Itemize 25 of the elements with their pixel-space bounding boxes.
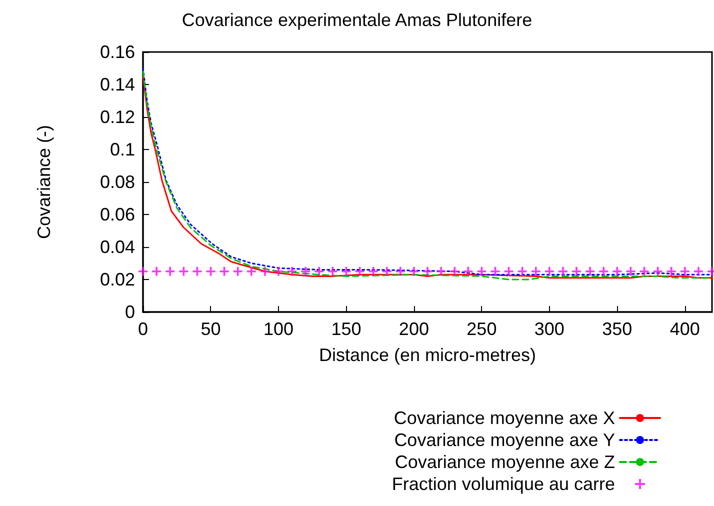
legend-label: Covariance moyenne axe X [394, 408, 615, 428]
y-tick-label: 0.1 [110, 140, 135, 160]
y-tick-label: 0.04 [100, 237, 135, 257]
x-tick-label: 50 [200, 319, 221, 339]
chart-title: Covariance experimentale Amas Plutonifere [182, 10, 532, 30]
y-tick-label: 0.14 [100, 74, 135, 94]
y-tick-label: 0.02 [100, 270, 135, 290]
y-tick-label: 0.12 [100, 107, 135, 127]
x-tick-label: 300 [534, 319, 564, 339]
y-tick-label: 0.16 [100, 42, 135, 62]
legend-label: Covariance moyenne axe Z [394, 452, 615, 472]
x-tick-label: 250 [466, 319, 497, 339]
x-tick-label: 350 [602, 319, 632, 339]
legend-label: Fraction volumique au carre [392, 474, 615, 494]
y-tick-label: 0 [124, 302, 135, 322]
y-tick-label: 0.06 [100, 204, 135, 224]
y-axis-title: Covariance (-) [34, 124, 54, 240]
x-tick-label: 200 [398, 319, 429, 339]
y-tick-label: 0.08 [100, 172, 135, 192]
x-axis-title: Distance (en micro-metres) [318, 345, 536, 365]
x-tick-label: 0 [138, 319, 148, 339]
x-tick-label: 100 [263, 319, 294, 339]
x-tick-label: 150 [331, 319, 362, 339]
legend-label: Covariance moyenne axe Y [394, 430, 615, 450]
x-tick-label: 400 [670, 319, 700, 339]
